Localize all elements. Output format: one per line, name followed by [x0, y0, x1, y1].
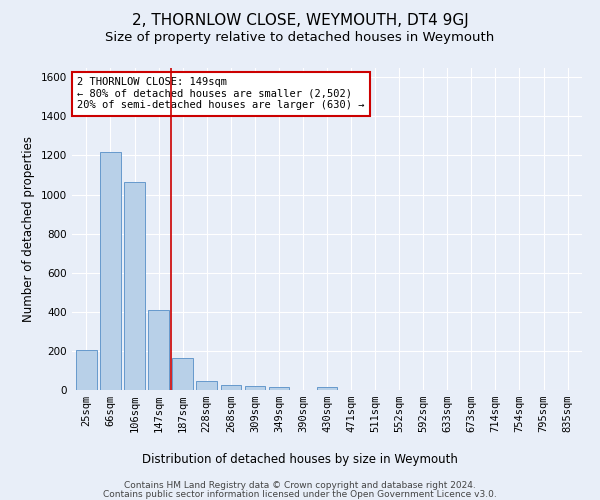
Text: Distribution of detached houses by size in Weymouth: Distribution of detached houses by size …	[142, 452, 458, 466]
Bar	[148, 310, 169, 390]
Bar	[100, 152, 121, 390]
Text: Contains HM Land Registry data © Crown copyright and database right 2024.: Contains HM Land Registry data © Crown c…	[124, 481, 476, 490]
Bar	[196, 380, 217, 390]
Y-axis label: Number of detached properties: Number of detached properties	[22, 136, 35, 322]
Bar	[221, 384, 241, 390]
Text: Size of property relative to detached houses in Weymouth: Size of property relative to detached ho…	[106, 31, 494, 44]
Bar	[269, 387, 289, 390]
Bar	[317, 387, 337, 390]
Bar	[76, 350, 97, 390]
Bar	[172, 358, 193, 390]
Text: 2 THORNLOW CLOSE: 149sqm
← 80% of detached houses are smaller (2,502)
20% of sem: 2 THORNLOW CLOSE: 149sqm ← 80% of detach…	[77, 77, 365, 110]
Bar	[245, 386, 265, 390]
Text: 2, THORNLOW CLOSE, WEYMOUTH, DT4 9GJ: 2, THORNLOW CLOSE, WEYMOUTH, DT4 9GJ	[131, 12, 469, 28]
Text: Contains public sector information licensed under the Open Government Licence v3: Contains public sector information licen…	[103, 490, 497, 499]
Bar	[124, 182, 145, 390]
